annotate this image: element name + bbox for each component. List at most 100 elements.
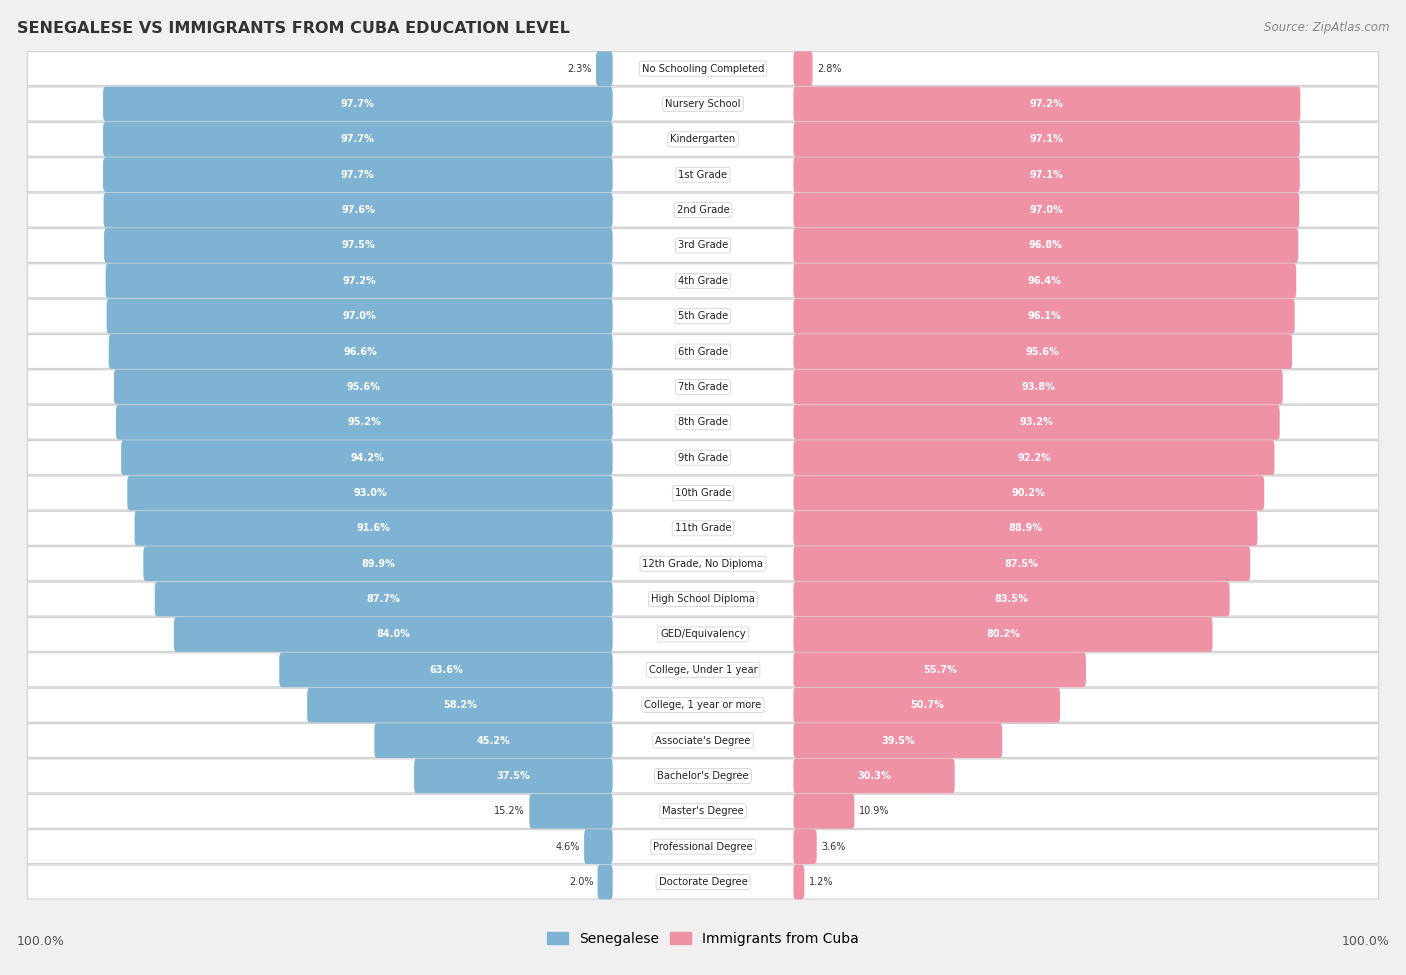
FancyBboxPatch shape: [174, 617, 613, 651]
FancyBboxPatch shape: [793, 652, 1085, 687]
Text: 5th Grade: 5th Grade: [678, 311, 728, 321]
Text: 96.6%: 96.6%: [344, 346, 378, 357]
Text: Professional Degree: Professional Degree: [654, 841, 752, 851]
Text: 3rd Grade: 3rd Grade: [678, 241, 728, 251]
FancyBboxPatch shape: [27, 759, 1379, 793]
FancyBboxPatch shape: [793, 546, 1250, 581]
FancyBboxPatch shape: [415, 759, 613, 794]
FancyBboxPatch shape: [27, 334, 1379, 369]
FancyBboxPatch shape: [793, 87, 1301, 121]
FancyBboxPatch shape: [27, 617, 1379, 651]
Text: 91.6%: 91.6%: [357, 524, 391, 533]
FancyBboxPatch shape: [793, 617, 1212, 651]
FancyBboxPatch shape: [27, 370, 1379, 404]
FancyBboxPatch shape: [27, 228, 1379, 262]
FancyBboxPatch shape: [793, 865, 804, 899]
Text: 97.1%: 97.1%: [1029, 170, 1063, 179]
Text: 97.1%: 97.1%: [1029, 135, 1063, 144]
FancyBboxPatch shape: [104, 193, 613, 227]
Text: Associate's Degree: Associate's Degree: [655, 735, 751, 746]
FancyBboxPatch shape: [793, 723, 1002, 758]
Text: 45.2%: 45.2%: [477, 735, 510, 746]
FancyBboxPatch shape: [793, 441, 1274, 475]
FancyBboxPatch shape: [793, 228, 1298, 263]
FancyBboxPatch shape: [27, 193, 1379, 227]
FancyBboxPatch shape: [793, 157, 1301, 192]
Text: 97.0%: 97.0%: [1029, 205, 1063, 215]
Text: 55.7%: 55.7%: [922, 665, 956, 675]
Text: 39.5%: 39.5%: [882, 735, 915, 746]
Text: 97.5%: 97.5%: [342, 241, 375, 251]
Text: 2.8%: 2.8%: [817, 63, 841, 74]
Text: 93.8%: 93.8%: [1021, 382, 1054, 392]
FancyBboxPatch shape: [103, 87, 613, 121]
FancyBboxPatch shape: [115, 405, 613, 440]
Text: 97.2%: 97.2%: [342, 276, 375, 286]
Text: 2.3%: 2.3%: [567, 63, 592, 74]
Text: College, 1 year or more: College, 1 year or more: [644, 700, 762, 710]
Text: No Schooling Completed: No Schooling Completed: [641, 63, 765, 74]
FancyBboxPatch shape: [104, 228, 613, 263]
Text: 97.7%: 97.7%: [342, 99, 375, 109]
Text: SENEGALESE VS IMMIGRANTS FROM CUBA EDUCATION LEVEL: SENEGALESE VS IMMIGRANTS FROM CUBA EDUCA…: [17, 21, 569, 36]
FancyBboxPatch shape: [280, 652, 613, 687]
Text: 84.0%: 84.0%: [377, 630, 411, 640]
FancyBboxPatch shape: [529, 794, 613, 829]
FancyBboxPatch shape: [27, 795, 1379, 828]
FancyBboxPatch shape: [27, 406, 1379, 440]
FancyBboxPatch shape: [27, 158, 1379, 192]
Text: 94.2%: 94.2%: [350, 452, 384, 462]
FancyBboxPatch shape: [793, 582, 1230, 616]
Text: 63.6%: 63.6%: [429, 665, 463, 675]
FancyBboxPatch shape: [793, 794, 855, 829]
FancyBboxPatch shape: [27, 52, 1379, 86]
FancyBboxPatch shape: [27, 476, 1379, 510]
Text: 8th Grade: 8th Grade: [678, 417, 728, 427]
FancyBboxPatch shape: [27, 582, 1379, 616]
Text: 58.2%: 58.2%: [443, 700, 477, 710]
Text: 87.7%: 87.7%: [367, 594, 401, 604]
FancyBboxPatch shape: [103, 157, 613, 192]
Text: 1st Grade: 1st Grade: [679, 170, 727, 179]
Text: High School Diploma: High School Diploma: [651, 594, 755, 604]
Text: 50.7%: 50.7%: [910, 700, 943, 710]
Text: 97.6%: 97.6%: [342, 205, 375, 215]
Text: 2nd Grade: 2nd Grade: [676, 205, 730, 215]
FancyBboxPatch shape: [307, 687, 613, 722]
FancyBboxPatch shape: [793, 122, 1301, 157]
Legend: Senegalese, Immigrants from Cuba: Senegalese, Immigrants from Cuba: [541, 926, 865, 952]
FancyBboxPatch shape: [374, 723, 613, 758]
FancyBboxPatch shape: [793, 334, 1292, 369]
Text: Doctorate Degree: Doctorate Degree: [658, 877, 748, 887]
Text: 93.2%: 93.2%: [1019, 417, 1053, 427]
Text: 10th Grade: 10th Grade: [675, 488, 731, 498]
FancyBboxPatch shape: [793, 193, 1299, 227]
FancyBboxPatch shape: [793, 299, 1295, 333]
FancyBboxPatch shape: [105, 263, 613, 298]
FancyBboxPatch shape: [27, 547, 1379, 581]
FancyBboxPatch shape: [27, 511, 1379, 545]
Text: Kindergarten: Kindergarten: [671, 135, 735, 144]
FancyBboxPatch shape: [793, 511, 1257, 546]
Text: 95.6%: 95.6%: [346, 382, 380, 392]
Text: 96.4%: 96.4%: [1028, 276, 1062, 286]
Text: 88.9%: 88.9%: [1008, 524, 1042, 533]
FancyBboxPatch shape: [27, 441, 1379, 475]
Text: 90.2%: 90.2%: [1012, 488, 1046, 498]
Text: 96.1%: 96.1%: [1028, 311, 1062, 321]
FancyBboxPatch shape: [27, 87, 1379, 121]
Text: 4.6%: 4.6%: [555, 841, 579, 851]
FancyBboxPatch shape: [27, 653, 1379, 686]
FancyBboxPatch shape: [793, 52, 813, 86]
FancyBboxPatch shape: [108, 334, 613, 369]
FancyBboxPatch shape: [793, 476, 1264, 510]
Text: 83.5%: 83.5%: [994, 594, 1028, 604]
FancyBboxPatch shape: [27, 264, 1379, 297]
Text: 100.0%: 100.0%: [17, 935, 65, 948]
FancyBboxPatch shape: [135, 511, 613, 546]
Text: Master's Degree: Master's Degree: [662, 806, 744, 816]
Text: 6th Grade: 6th Grade: [678, 346, 728, 357]
Text: 100.0%: 100.0%: [1341, 935, 1389, 948]
Text: 80.2%: 80.2%: [986, 630, 1019, 640]
FancyBboxPatch shape: [583, 830, 613, 864]
